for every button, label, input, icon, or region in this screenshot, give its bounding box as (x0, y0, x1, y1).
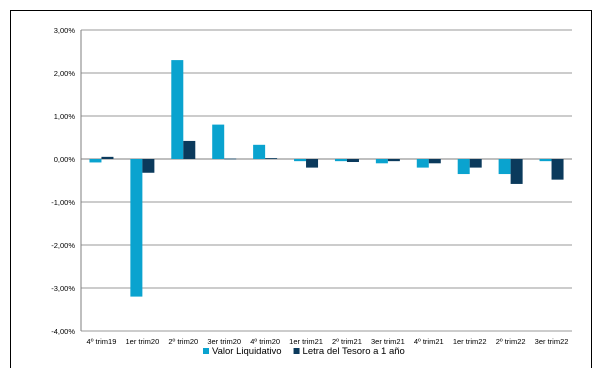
y-tick-label: 0,00% (54, 155, 76, 164)
x-tick-label: 4º trim20 (250, 337, 280, 346)
y-tick-label: -3,00% (51, 284, 75, 293)
bar (171, 60, 184, 159)
x-tick-label: 2º trim22 (496, 337, 526, 346)
bar (224, 158, 237, 160)
x-tick-label: 1er trim20 (125, 337, 159, 346)
bar (306, 159, 319, 168)
bar (539, 159, 552, 162)
grid-lines (80, 29, 572, 332)
bar (265, 158, 278, 159)
bar (457, 159, 470, 175)
bar (551, 159, 564, 180)
bar (89, 159, 102, 163)
x-tick-label: 1er trim22 (453, 337, 487, 346)
x-tick-label: 3er trim21 (371, 337, 405, 346)
y-tick-label: -4,00% (51, 327, 75, 336)
chart-frame: 3,00% 2,00% 1,00% 0,00% -1,00% -2,00% -3,00% -4… (10, 10, 592, 368)
bar (212, 124, 225, 159)
bar (294, 159, 307, 162)
x-tick-label: 4º trim19 (87, 337, 117, 346)
bar (346, 159, 359, 163)
x-tick-label: 3er trim20 (207, 337, 241, 346)
y-tick-label: 2,00% (54, 69, 76, 78)
x-tick-label: 2º trim21 (332, 337, 362, 346)
x-tick-label: 1er trim21 (289, 337, 323, 346)
bar (130, 159, 143, 297)
bar (510, 159, 523, 184)
bar (469, 159, 482, 168)
bar (387, 159, 400, 162)
bar (428, 159, 441, 164)
y-tick-label: -1,00% (51, 198, 75, 207)
y-tick-label: 1,00% (54, 112, 76, 121)
legend-label: Valor Liquidativo (212, 346, 282, 357)
bars (89, 60, 564, 297)
bar (253, 144, 266, 159)
legend: Valor Liquidativo Letra del Tesoro a 1 añ… (203, 346, 405, 357)
x-axis-ticks: 4º trim19 1er trim20 2º trim20 3er trim20 4º… (87, 337, 569, 346)
y-axis-ticks: 3,00% 2,00% 1,00% 0,00% -1,00% -2,00% -3,00% -4… (51, 26, 75, 336)
legend-swatch (293, 348, 300, 354)
bar (183, 140, 196, 159)
bar (416, 159, 429, 168)
y-tick-label: -2,00% (51, 241, 75, 250)
legend-swatch (203, 348, 209, 354)
bar (498, 159, 511, 175)
x-tick-label: 2º trim20 (168, 337, 198, 346)
bar (142, 159, 155, 173)
bar-chart: 3,00% 2,00% 1,00% 0,00% -1,00% -2,00% -3,00% -4… (51, 26, 572, 357)
x-tick-label: 3er trim22 (535, 337, 569, 346)
y-tick-label: 3,00% (54, 26, 76, 35)
bar (334, 159, 347, 162)
x-tick-label: 4º trim21 (414, 337, 444, 346)
bar (375, 159, 388, 164)
legend-label: Letra del Tesoro a 1 año (303, 346, 405, 357)
bar (101, 156, 114, 159)
